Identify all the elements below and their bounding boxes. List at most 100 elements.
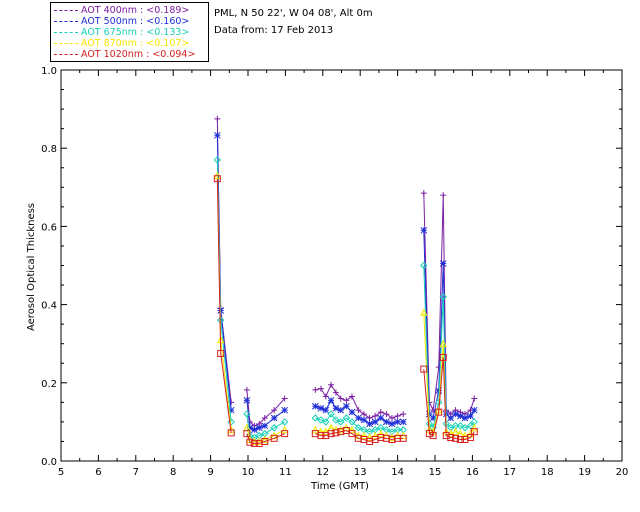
data-point	[383, 418, 390, 426]
x-tick-label: 19	[578, 467, 591, 478]
data-point	[250, 439, 258, 447]
data-point	[243, 410, 251, 418]
plot-axes	[60, 69, 623, 462]
data-point	[348, 418, 356, 426]
x-axis-label: Time (GMT)	[310, 481, 369, 492]
legend-swatch	[54, 21, 78, 22]
series-line	[246, 389, 286, 427]
y-axis-label: Aerosol Optical Thickness	[26, 203, 37, 331]
data-point	[321, 427, 330, 436]
data-point	[327, 397, 335, 404]
data-point	[281, 395, 288, 402]
data-point	[227, 429, 235, 437]
data-point	[470, 406, 478, 414]
data-point	[466, 422, 475, 430]
data-point	[327, 430, 335, 438]
data-point	[343, 402, 350, 410]
series-layer	[213, 115, 479, 447]
data-point	[348, 408, 356, 416]
data-point	[281, 430, 289, 438]
data-point	[461, 414, 469, 422]
data-point	[366, 414, 373, 421]
series-line	[216, 178, 232, 433]
series-line	[423, 265, 475, 429]
legend-label: AOT 870nm : <0.107>	[81, 38, 190, 49]
data-point	[261, 435, 269, 443]
data-point	[439, 293, 447, 301]
data-point	[366, 420, 373, 428]
x-tick-label: 16	[466, 467, 479, 478]
data-point	[420, 261, 428, 270]
data-point	[213, 156, 222, 164]
y-tick-label: 0.0	[41, 457, 57, 468]
data-point	[246, 438, 254, 446]
data-point	[317, 385, 324, 392]
data-point	[317, 427, 325, 436]
data-point	[457, 412, 464, 420]
data-point	[442, 432, 450, 440]
data-point	[213, 175, 221, 183]
data-point	[227, 406, 235, 414]
legend-label: AOT 400nm : <0.189>	[81, 5, 190, 16]
data-point	[420, 365, 428, 373]
data-point	[261, 422, 269, 430]
data-point	[429, 432, 437, 440]
date-info: Data from: 17 Feb 2013	[214, 25, 334, 36]
legend-item-675nm: AOT 675nm : <0.133>	[54, 27, 189, 38]
data-point	[440, 192, 447, 199]
x-tick-label: 13	[354, 467, 367, 478]
series-2	[213, 156, 478, 442]
x-tick-label: 18	[541, 467, 554, 478]
legend-label: AOT 500nm : <0.160>	[81, 16, 190, 27]
data-point	[467, 412, 474, 420]
data-point	[435, 408, 443, 416]
legend-item-870nm: AOT 870nm : <0.107>	[54, 38, 189, 49]
data-point	[419, 308, 428, 316]
series-line	[246, 433, 285, 444]
data-point	[400, 411, 407, 418]
data-point	[332, 416, 340, 424]
data-point	[348, 425, 356, 434]
data-point	[399, 434, 407, 442]
data-point	[360, 411, 367, 418]
x-tick-label: 5	[58, 467, 64, 478]
axis-ticks: 5 6 7 8 9 10 11 12 13 14 15 16 17 18 19 20 0.0 0.2 0.4 0.6 0…	[41, 66, 628, 478]
x-tick-label: 17	[503, 467, 516, 478]
y-tick-label: 0.4	[41, 301, 57, 312]
data-point	[470, 428, 478, 436]
data-point	[261, 414, 268, 421]
legend-swatch	[54, 54, 78, 55]
series-line	[423, 193, 475, 415]
data-point	[255, 424, 263, 432]
data-point	[251, 426, 258, 434]
data-point	[365, 433, 374, 442]
data-point	[429, 414, 437, 422]
data-point	[317, 404, 325, 412]
legend-swatch	[54, 43, 78, 44]
data-point	[420, 190, 427, 197]
legend-item-500nm: AOT 500nm : <0.160>	[54, 16, 189, 27]
data-point	[280, 418, 289, 426]
data-point	[337, 395, 344, 402]
data-point	[328, 381, 335, 388]
data-point	[461, 431, 469, 440]
x-tick-label: 6	[95, 467, 101, 478]
data-point	[470, 423, 479, 432]
data-point	[322, 393, 329, 400]
y-tick-label: 0.8	[41, 144, 57, 155]
data-point	[388, 420, 396, 428]
data-point	[371, 431, 379, 440]
data-point	[348, 430, 356, 438]
data-point	[311, 425, 320, 434]
data-point	[246, 424, 254, 432]
data-point	[337, 406, 345, 414]
data-point	[332, 404, 340, 412]
data-point	[439, 339, 448, 348]
data-point	[435, 364, 442, 371]
data-point	[452, 410, 459, 418]
data-point	[281, 406, 289, 414]
series-line	[423, 230, 475, 420]
data-point	[312, 386, 319, 393]
data-point	[343, 397, 350, 404]
